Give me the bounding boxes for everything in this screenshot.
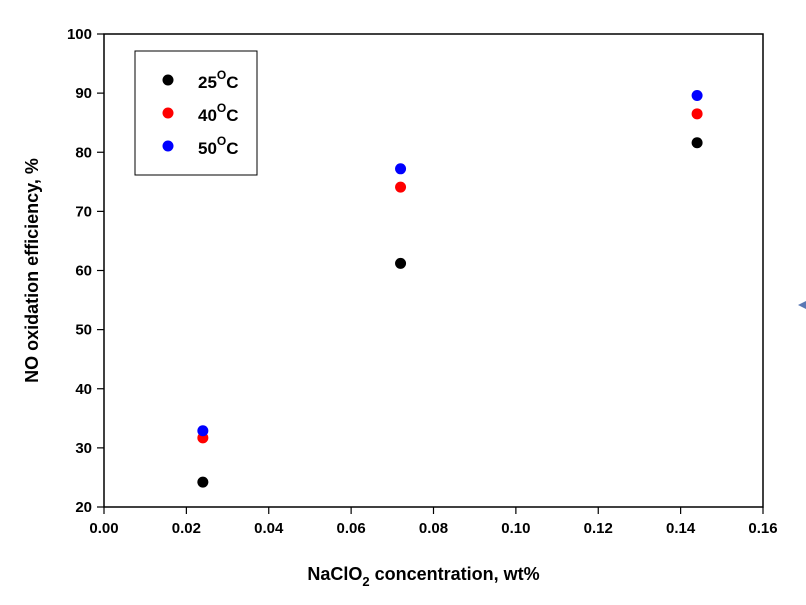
y-tick-label: 80	[75, 144, 92, 161]
x-tick-label: 0.14	[666, 520, 696, 537]
y-tick-label: 100	[67, 26, 92, 43]
x-axis-title-suffix: concentration, wt%	[370, 564, 540, 584]
data-point-series-0	[691, 137, 703, 149]
legend-box	[134, 50, 258, 176]
legend-label-unit: C	[226, 106, 238, 125]
x-tick-label: 0.06	[337, 520, 366, 537]
x-axis-title-subscript: 2	[362, 574, 369, 589]
y-axis-title: NO oxidation efficiency, %	[22, 158, 42, 383]
legend-label-unit: C	[226, 73, 238, 92]
y-tick-label: 60	[75, 263, 92, 280]
data-points	[197, 89, 703, 488]
y-tick-label: 90	[75, 85, 92, 102]
legend-label-superscript: O	[217, 101, 226, 115]
legend-label-value: 40	[198, 106, 217, 125]
x-axis: 0.00 0.02 0.04 0.06 0.08 0.10 0.12 0.14 0.16	[89, 507, 778, 537]
legend-label: 50OC	[198, 134, 239, 158]
x-tick-label: 0.00	[89, 520, 118, 537]
data-point-series-1	[395, 181, 407, 193]
legend-label: 40OC	[198, 101, 239, 125]
y-tick-label: 30	[75, 440, 92, 457]
x-axis-title: NaClO2 concentration, wt%	[307, 564, 539, 589]
y-tick-label: 70	[75, 203, 92, 220]
data-point-series-0	[197, 476, 209, 488]
x-tick-label: 0.10	[501, 520, 530, 537]
x-axis-title-prefix: NaClO	[307, 564, 362, 584]
x-tick-label: 0.02	[172, 520, 201, 537]
legend-marker	[162, 140, 174, 152]
legend-label-unit: C	[226, 139, 238, 158]
data-point-series-1	[691, 108, 703, 120]
legend-label-value: 25	[198, 73, 217, 92]
y-axis: 20 30 40 50 60 70 80 90 100	[67, 26, 104, 516]
legend-label-superscript: O	[217, 68, 226, 82]
data-point-series-2	[395, 163, 407, 175]
legend-label-superscript: O	[217, 134, 226, 148]
data-point-series-0	[395, 257, 407, 269]
x-tick-label: 0.04	[254, 520, 284, 537]
x-tick-label: 0.08	[419, 520, 448, 537]
x-tick-label: 0.12	[584, 520, 613, 537]
legend-label-value: 50	[198, 139, 217, 158]
y-tick-label: 40	[75, 381, 92, 398]
legend-marker	[162, 107, 174, 119]
y-tick-label: 50	[75, 322, 92, 339]
y-tick-label: 20	[75, 499, 92, 516]
data-point-series-2	[691, 89, 703, 101]
data-point-series-2	[197, 425, 209, 437]
x-tick-label: 0.16	[748, 520, 777, 537]
arrow-left-icon	[798, 301, 806, 309]
legend-label: 25OC	[198, 68, 239, 92]
legend-marker	[162, 74, 174, 86]
